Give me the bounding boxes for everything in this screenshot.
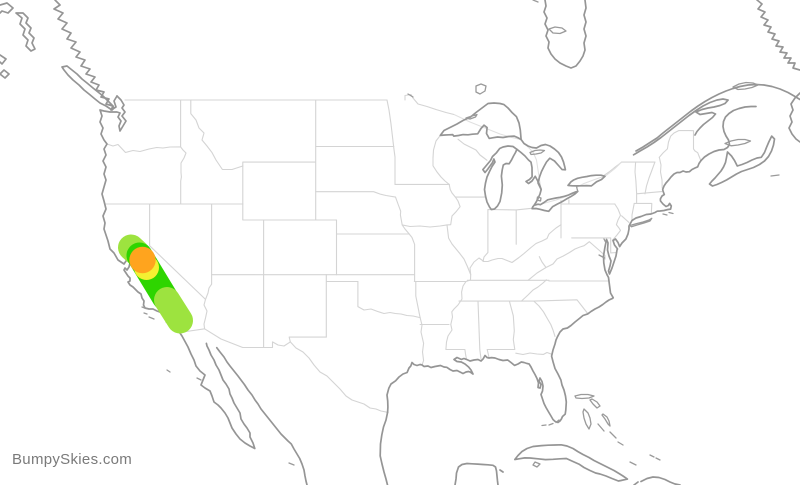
pacific-islands (166, 369, 295, 466)
yucatan (454, 462, 504, 485)
coast-british-columbia (53, 0, 118, 111)
niagara-river (575, 185, 579, 193)
lake-of-the-woods (407, 93, 414, 98)
lake-nipigon (475, 83, 487, 95)
route-segment-light (154, 287, 193, 334)
bahamas (574, 393, 661, 466)
florida-keys (541, 419, 560, 427)
james-bay (543, 0, 587, 69)
prince-edward-island (724, 138, 752, 147)
manitoulin-island (529, 149, 546, 156)
coast-mexico-mainland-west (215, 346, 308, 485)
haida-gwaii-island (15, 12, 36, 52)
lake-huron-georgian-bay (520, 138, 567, 191)
lake-superior (439, 102, 522, 141)
coast-baja-california (178, 331, 256, 450)
maritime-borders (453, 114, 622, 206)
vancouver-island (61, 65, 115, 111)
chesapeake-potomac (598, 238, 607, 259)
nantucket-marthas-vineyard (662, 211, 674, 216)
coast-alaska-panhandle (0, 2, 14, 79)
lake-michigan (482, 145, 518, 211)
coast-mexico-gulf (379, 411, 389, 485)
anticosti-island (732, 81, 759, 91)
nova-scotia (708, 135, 776, 187)
isle-royale (465, 113, 478, 120)
newfoundland-west (788, 92, 800, 143)
coast-labrador (756, 0, 800, 71)
sable-island (770, 174, 780, 177)
akimiski-island (548, 26, 567, 35)
st-lawrence-north-bank (635, 83, 800, 152)
state-borders (105, 93, 702, 413)
cuba (513, 443, 629, 482)
hispaniola (633, 476, 681, 485)
michigan-mitten-east-shore (516, 148, 543, 207)
channel-islands (141, 306, 171, 324)
coast-gulf-and-atlantic (386, 159, 702, 424)
lake-st-clair (536, 196, 542, 202)
watermark: BumpySkies.com (12, 451, 133, 468)
james-bay-islet (532, 0, 539, 3)
coast-new-brunswick (700, 105, 757, 162)
lake-ontario (567, 174, 606, 187)
isle-of-youth (532, 461, 541, 468)
lake-erie (531, 190, 579, 213)
long-island (629, 217, 653, 228)
st-lawrence-south-bank (632, 98, 729, 156)
route-marker-moderate (129, 246, 156, 274)
turbulence-route (118, 234, 193, 334)
